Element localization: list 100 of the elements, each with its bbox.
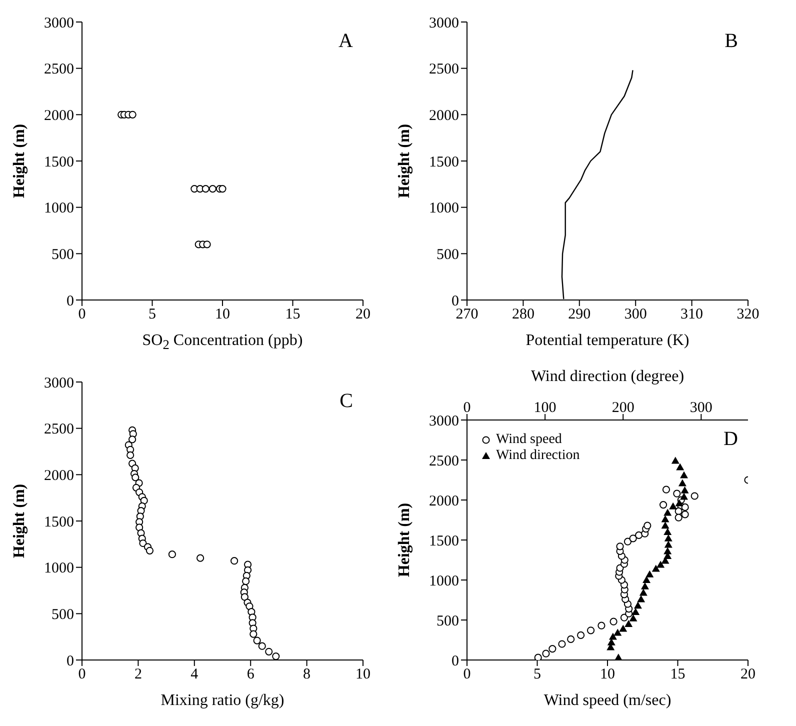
x-tick-label: 5 [534,666,541,683]
y-tick-label: 2000 [429,108,459,124]
point [168,550,176,558]
x-tick-label: 270 [456,306,478,323]
y-tick-label: 3000 [429,413,459,430]
y-tick-label: 2000 [429,493,459,510]
legend-label: Wind direction [496,448,580,464]
y-tick-label: 2500 [429,453,459,470]
x2-tick-label: 200 [612,400,634,416]
x2-tick-label: 0 [463,400,471,416]
chart-title: C [338,390,353,413]
point [128,436,136,444]
y-tick-label: 1500 [44,514,74,530]
point [265,648,273,656]
x-tick-label: 290 [568,306,591,323]
x2-tick-label: 300 [690,400,712,416]
x-tick-label: 280 [512,306,534,323]
y-tick-label: 2000 [44,108,74,124]
point [542,650,550,658]
x-tick-label: 0 [78,666,86,683]
x-tick-label: 20 [356,306,370,323]
x-tick-label: 6 [246,666,255,683]
point [202,185,210,193]
point [128,110,136,118]
point [230,557,238,565]
y-tick-label: 1500 [429,154,459,170]
point [534,654,542,660]
y-tick-label: 2000 [44,468,74,484]
y-tick-label: 1000 [429,200,459,217]
x-tick-label: 15 [670,666,686,683]
point [203,240,211,248]
y-tick-label: 1000 [429,573,459,590]
point [548,645,556,653]
point [242,577,250,586]
point [253,636,261,644]
y-tick-label: 1000 [44,560,74,577]
point [662,486,670,494]
point [577,631,585,639]
y-tick-label: 0 [452,653,459,670]
x-tick-label: 0 [463,666,471,683]
y-tick-label: 2500 [429,62,459,78]
point [629,534,637,542]
point [681,510,689,518]
point [567,635,575,643]
y-tick-label: 1500 [429,533,459,550]
point [272,652,280,660]
y-axis-title: Height (m) [396,502,414,578]
x-axis-title: SO$_{2}$ Concentration (ppb) [141,332,304,354]
point [240,593,248,601]
point [659,501,668,509]
x-tick-label: 4 [190,666,199,683]
point [690,492,698,500]
point [644,522,652,530]
point [674,514,682,522]
point [208,185,216,193]
point [620,614,628,622]
point [126,451,134,460]
chart-title: B [724,30,738,53]
x-tick-label: 10 [356,666,370,683]
y-tick-label: 1500 [44,154,74,170]
x-tick-label: 320 [736,306,760,323]
y-tick-label: 2500 [44,422,74,438]
x-tick-label: 10 [215,306,230,323]
y-tick-label: 3000 [429,15,459,32]
chart-title: A [338,30,353,53]
x2-axis-title: Wind direction (degree) [530,368,686,386]
y-axis-title: Height (m) [11,484,29,558]
point [673,490,681,498]
y-tick-label: 1000 [44,200,74,217]
point [250,630,258,638]
point [681,503,689,511]
x-tick-label: 2 [134,666,142,683]
x-tick-label: 0 [78,306,86,323]
x-tick-label: 20 [740,666,756,683]
point [218,185,226,193]
point [132,474,140,482]
chart-title: D [722,428,738,451]
x-tick-label: 300 [624,306,647,323]
point [258,642,266,650]
point [146,546,154,554]
y-axis-title: Height (m) [11,124,29,198]
y-tick-label: 500 [52,606,74,623]
y-tick-label: 0 [66,293,74,310]
x2-tick-label: 100 [534,400,556,416]
x-tick-label: 5 [148,306,156,323]
x-tick-label: 8 [303,666,311,683]
point [624,538,632,546]
y-tick-label: 2500 [44,62,74,78]
x-tick-label: 310 [680,306,704,323]
y-tick-label: 0 [66,653,74,670]
y-axis-title: Height (m) [396,124,414,198]
y-tick-label: 500 [52,246,74,263]
y-tick-label: 0 [452,293,459,310]
point [196,554,204,562]
point [598,622,606,630]
point [616,542,624,550]
point [558,640,566,648]
point [610,618,618,626]
legend-label: Wind speed [496,432,562,448]
point [635,531,643,539]
